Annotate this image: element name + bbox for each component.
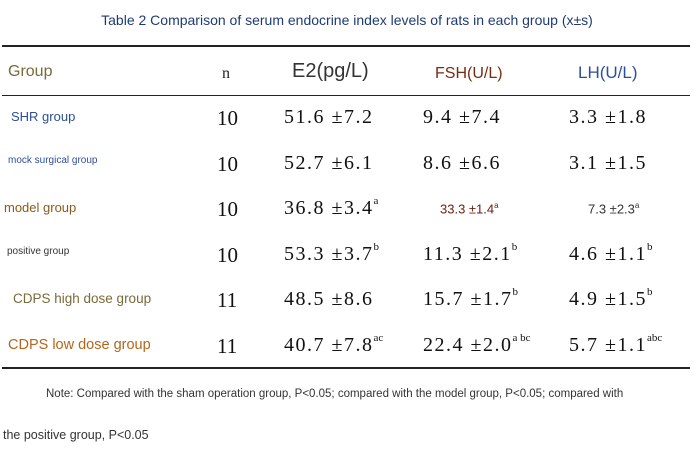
table-row: CDPS high dose group 11 48.5 ±8.6 15.7 ±1.7… [0, 286, 694, 332]
table-note-line2: the positive group, P<0.05 [3, 428, 149, 442]
row-group-label: SHR group [11, 109, 76, 124]
value-text: 15.7 ±1.7 [423, 288, 513, 310]
significance-marker: a [634, 201, 640, 210]
row-lh-value: 3.1 ±1.5 [569, 152, 647, 175]
value-text: 11.3 ±2.1 [423, 243, 512, 265]
value-text: 4.6 ±1.1 [569, 243, 647, 265]
table-row: positive group 10 53.3 ±3.7b 11.3 ±2.1b 4.6 … [0, 241, 694, 287]
row-lh-value: 7.3 ±2.3a [588, 201, 639, 216]
row-group-label: CDPS low dose group [8, 337, 151, 353]
significance-marker: b [512, 286, 518, 299]
row-group-label: CDPS high dose group [13, 291, 152, 306]
value-text: 4.9 ±1.5 [569, 288, 647, 310]
header-n: n [222, 65, 230, 82]
top-rule [2, 45, 690, 47]
table-row: SHR group 10 51.6 ±7.2 9.4 ±7.4 3.3 ±1.8 [0, 106, 694, 150]
bottom-rule [2, 367, 690, 369]
value-text: 5.7 ±1.1 [569, 334, 647, 356]
significance-marker: a bc [512, 332, 531, 345]
row-n-value: 11 [217, 288, 238, 312]
significance-marker: a [494, 201, 499, 210]
value-text: 36.8 ±3.4 [284, 197, 374, 219]
row-group-label: model group [4, 200, 77, 215]
value-text: 22.4 ±2.0 [423, 334, 513, 356]
value-text: 48.5 ±8.6 [284, 288, 374, 310]
significance-marker: b [646, 286, 653, 299]
row-fsh-value: 11.3 ±2.1b [423, 241, 518, 266]
header-lh: LH(U/L) [578, 63, 638, 82]
row-fsh-value: 22.4 ±2.0a bc [423, 332, 531, 357]
header-fsh: FSH(U/L) [435, 65, 503, 82]
row-fsh-value: 15.7 ±1.7b [423, 286, 518, 311]
row-e2-value: 48.5 ±8.6 [284, 288, 373, 311]
row-e2-value: 40.7 ±7.8ac [284, 332, 384, 357]
significance-marker: ac [373, 332, 384, 345]
row-lh-value: 5.7 ±1.1abc [569, 332, 663, 357]
significance-marker: a [373, 195, 379, 208]
header-e2: E2(pg/L) [292, 60, 369, 82]
table-note-line1: Note: Compared with the sham operation g… [46, 388, 624, 400]
value-text: 3.3 ±1.8 [569, 106, 647, 128]
row-n-value: 11 [217, 334, 238, 358]
significance-marker: b [646, 241, 653, 254]
row-e2-value: 53.3 ±3.7b [284, 241, 379, 266]
table-row: CDPS low dose group 11 40.7 ±7.8ac 22.4 ±2.… [0, 332, 694, 378]
row-fsh-value: 8.6 ±6.6 [423, 152, 501, 175]
row-n-value: 10 [217, 106, 238, 130]
significance-marker: abc [646, 332, 663, 345]
row-n-value: 10 [217, 152, 238, 176]
significance-marker: b [373, 241, 379, 254]
row-fsh-value: 9.4 ±7.4 [423, 106, 501, 129]
row-lh-value: 4.6 ±1.1b [569, 241, 653, 266]
row-n-value: 10 [217, 243, 238, 267]
value-text: 7.3 ±2.3 [588, 201, 635, 217]
significance-marker: b [511, 241, 518, 254]
table-title: Table 2 Comparison of serum endocrine in… [101, 12, 593, 28]
value-text: 51.6 ±7.2 [284, 106, 374, 128]
row-lh-value: 4.9 ±1.5b [569, 286, 653, 311]
value-text: 40.7 ±7.8 [284, 334, 374, 356]
header-group: Group [8, 63, 53, 80]
value-text: 9.4 ±7.4 [423, 106, 501, 128]
header-rule [2, 95, 690, 96]
row-e2-value: 51.6 ±7.2 [284, 106, 373, 129]
row-e2-value: 36.8 ±3.4a [284, 195, 379, 220]
row-n-value: 10 [217, 197, 238, 221]
value-text: 3.1 ±1.5 [569, 152, 647, 174]
row-lh-value: 3.3 ±1.8 [569, 106, 647, 129]
row-group-label: positive group [7, 246, 70, 257]
value-text: 52.7 ±6.1 [284, 152, 374, 174]
row-fsh-value: 33.3 ±1.4a [440, 201, 499, 216]
table-row: mock surgical group 10 52.7 ±6.1 8.6 ±6.6 3.… [0, 152, 694, 196]
row-e2-value: 52.7 ±6.1 [284, 152, 373, 175]
value-text: 33.3 ±1.4 [440, 201, 495, 217]
value-text: 53.3 ±3.7 [284, 243, 374, 265]
value-text: 8.6 ±6.6 [423, 152, 501, 174]
row-group-label: mock surgical group [8, 155, 98, 166]
table-row: model group 10 36.8 ±3.4a 33.3 ±1.4a 7.3 ±2.… [0, 195, 694, 241]
